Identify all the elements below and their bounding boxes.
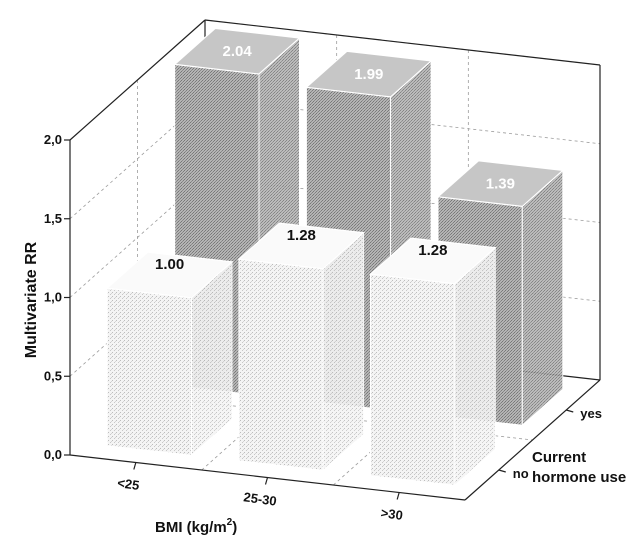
depth-axis-line	[464, 379, 601, 501]
y-axis-title: Multivariate RR	[23, 241, 40, 358]
bar-yes-side	[521, 169, 564, 427]
x-axis-title: BMI (kg/m2)	[155, 517, 237, 536]
bar-no-front	[106, 287, 192, 456]
x-axis-title-main: BMI (kg/m	[155, 519, 227, 536]
bar-yes-top	[173, 27, 301, 75]
bar-no-front	[370, 273, 456, 486]
depth-tick-label: no	[513, 466, 529, 481]
z-axis-title-line2: hormone use	[532, 469, 626, 486]
bar-no-top	[369, 237, 497, 285]
depth-tick	[498, 469, 506, 473]
y-tick-label: 0,0	[44, 447, 62, 462]
x-tick	[396, 492, 400, 500]
y-tick-label: 1,0	[44, 290, 62, 305]
bar-no-front	[238, 258, 324, 471]
bar-no-top	[237, 222, 366, 270]
bar-no	[105, 251, 234, 457]
bar-yes-value-label: 1.99	[354, 66, 383, 83]
y-tick-label: 1,5	[44, 211, 62, 226]
x-tick-label: <25	[116, 475, 140, 493]
x-tick-label: >30	[380, 505, 404, 523]
bar-no-side	[454, 246, 496, 487]
bar-yes-top	[436, 160, 565, 208]
x-tick	[133, 462, 137, 470]
depth-tick-label: yes	[580, 406, 602, 421]
bar-no-value-label: 1.28	[287, 227, 316, 244]
bar-no-value-label: 1.28	[418, 242, 447, 259]
left-wall-top-edge	[69, 19, 206, 141]
x-tick	[264, 477, 269, 485]
bar-no	[237, 222, 366, 472]
y-tick-label: 0,5	[44, 368, 62, 383]
bar-yes-value-label: 1.39	[486, 176, 515, 193]
back-top-edge	[204, 19, 601, 66]
bar-no-side	[322, 231, 365, 472]
y-tick-label: 2,0	[44, 132, 62, 147]
z-axis-title-line1: Current	[532, 449, 586, 466]
x-axis-title-close: )	[232, 519, 237, 536]
bar-yes-value-label: 2.04	[222, 43, 252, 60]
x-tick-label: 25-30	[243, 489, 278, 508]
bar-no	[369, 237, 497, 487]
x-axis-title-superscript: 2	[227, 517, 233, 528]
depth-tick	[566, 409, 574, 413]
bar-no-top	[105, 251, 234, 299]
bar-yes-top	[304, 50, 433, 98]
bar-no-value-label: 1.00	[155, 256, 184, 273]
